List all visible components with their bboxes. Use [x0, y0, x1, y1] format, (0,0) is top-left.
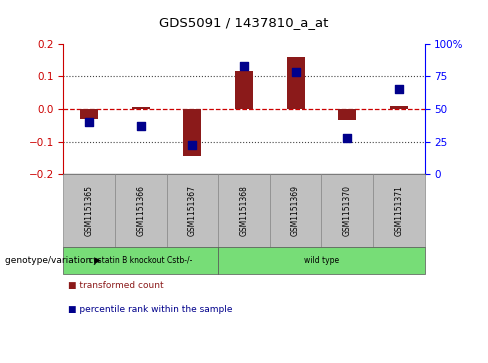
Text: GSM1151369: GSM1151369	[291, 185, 300, 236]
Point	[188, 143, 196, 148]
Bar	[270, 174, 322, 247]
Bar	[132, 107, 150, 109]
Bar	[166, 174, 218, 247]
Point	[85, 119, 93, 125]
Point	[137, 123, 145, 129]
Text: GDS5091 / 1437810_a_at: GDS5091 / 1437810_a_at	[159, 16, 329, 29]
Text: genotype/variation ▶: genotype/variation ▶	[5, 256, 101, 265]
Text: wild type: wild type	[304, 256, 339, 265]
Bar	[218, 247, 425, 274]
Bar	[373, 174, 425, 247]
Point	[292, 69, 300, 75]
Text: GSM1151370: GSM1151370	[343, 185, 352, 236]
Bar	[63, 174, 115, 247]
Bar	[63, 247, 218, 274]
Bar	[286, 57, 305, 109]
Text: cystatin B knockout Cstb-/-: cystatin B knockout Cstb-/-	[89, 256, 192, 265]
Text: ■ transformed count: ■ transformed count	[68, 281, 164, 290]
Text: ■ percentile rank within the sample: ■ percentile rank within the sample	[68, 305, 233, 314]
Text: GSM1151367: GSM1151367	[188, 185, 197, 236]
Text: GSM1151371: GSM1151371	[394, 185, 403, 236]
Bar	[218, 174, 270, 247]
Bar	[235, 72, 253, 109]
Text: GSM1151365: GSM1151365	[85, 185, 94, 236]
Text: GSM1151368: GSM1151368	[240, 185, 248, 236]
Point	[395, 86, 403, 92]
Bar	[338, 109, 356, 121]
Bar	[390, 106, 408, 109]
Point	[343, 135, 351, 140]
Bar	[183, 109, 202, 156]
Text: GSM1151366: GSM1151366	[136, 185, 145, 236]
Bar	[115, 174, 166, 247]
Point	[240, 63, 248, 69]
Bar	[322, 174, 373, 247]
Bar	[80, 109, 98, 119]
